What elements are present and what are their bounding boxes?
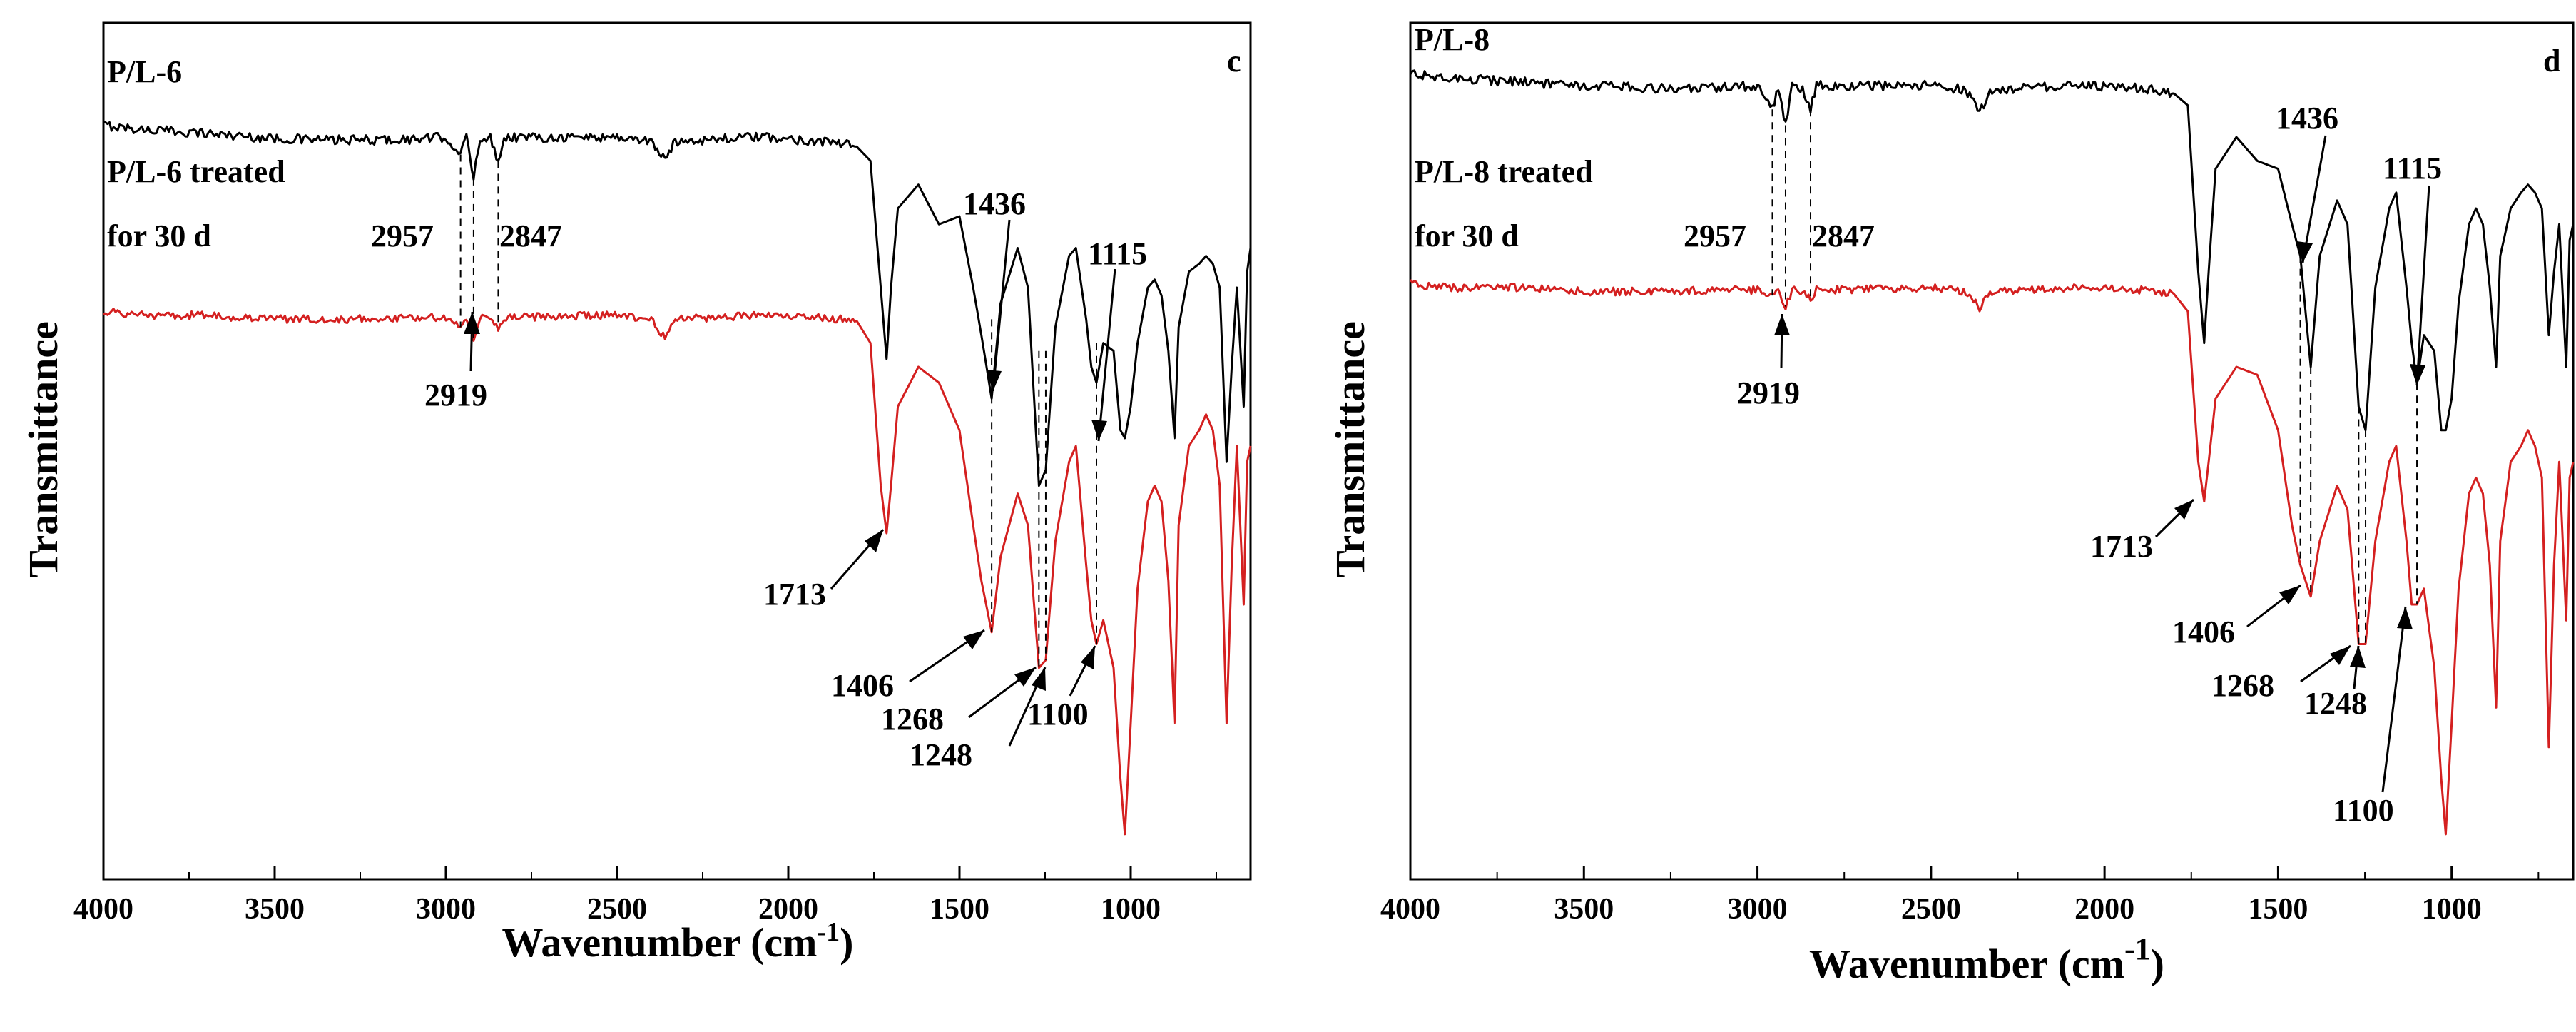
panel-c-ann-2919: 2919 <box>424 378 487 413</box>
panel-c-xtick-label-3000: 3000 <box>416 893 476 926</box>
panel-c-series-treated-line <box>103 308 1252 836</box>
panel-c-arrowhead-1406 <box>963 630 984 649</box>
panel-c-arrowhead-1248 <box>1032 667 1046 691</box>
panel-c-ann-2957: 2957 <box>371 218 434 253</box>
panel-d-ann-2919: 2919 <box>1737 375 1800 410</box>
panel-d-ann-1436: 1436 <box>2276 101 2338 136</box>
panel-c-arrowhead-1268 <box>1014 667 1036 687</box>
panel-c-arrowhead-1713 <box>865 530 883 552</box>
panel-c-xtick-label-1000: 1000 <box>1101 893 1161 926</box>
panel-d-legend-bottom-1: P/L-8 treated <box>1415 154 1593 189</box>
panel-d-ann-1115: 1115 <box>2383 151 2442 186</box>
panel-c: 4000 3500 3000 2500 2000 1500 1000 c P/L-6 P/L… <box>20 21 1252 966</box>
panel-d-arrowhead-1248 <box>2350 646 2366 668</box>
panel-d-legend-bottom-2: for 30 d <box>1415 218 1519 253</box>
panel-c-series-untreated-line <box>103 121 1252 487</box>
panel-c-legend-bottom-2: for 30 d <box>107 218 211 253</box>
panel-d-series-untreated-line <box>1409 69 2575 432</box>
panel-d-arrow-1115 <box>2415 185 2430 386</box>
panel-d-ann-1100: 1100 <box>2333 793 2394 828</box>
panel-c-arrow-1115 <box>1097 268 1116 442</box>
panel-c-arrowhead-1100 <box>1081 646 1095 669</box>
panel-c-arrowhead-2919 <box>464 312 480 334</box>
panel-d-xtick-label-4000: 4000 <box>1380 893 1440 926</box>
panel-c-ann-1436: 1436 <box>963 186 1026 221</box>
panel-d-arrowhead-1268 <box>2330 646 2351 665</box>
panel-d-xtick-label-1500: 1500 <box>2248 893 2308 926</box>
panel-d-series-treated-line <box>1409 279 2575 836</box>
panel-c-xtick-label-1500: 1500 <box>930 893 989 926</box>
panel-d-arrowhead-1713 <box>2174 500 2194 520</box>
panel-d-arrowhead-2919 <box>1774 314 1790 335</box>
panel-c-arrows <box>469 219 1116 747</box>
panel-d-arrowhead-1115 <box>2410 364 2425 385</box>
panel-d-arrow-1436 <box>2301 135 2327 263</box>
panel-d-ann-1268: 1268 <box>2211 668 2274 703</box>
panel-d-ann-1406: 1406 <box>2172 614 2235 649</box>
panel-d-ann-1248: 1248 <box>2304 686 2367 721</box>
panel-c-xtick-label-2000: 2000 <box>758 893 818 926</box>
panel-c-frame <box>102 21 1252 881</box>
panel-d-ann-1713: 1713 <box>2090 529 2153 564</box>
panel-c-xlabel: Wavenumber (cm-1) <box>502 917 854 966</box>
panel-c-xtick-label-3500: 3500 <box>245 893 305 926</box>
panel-d-x-ticks: 4000 3500 3000 2500 2000 1500 1000 <box>1380 866 2540 926</box>
panel-d-legend-top: P/L-8 <box>1415 22 1490 57</box>
panel-c-xtick-label-4000: 4000 <box>73 893 133 926</box>
panel-d-ylabel: Transmittance <box>1327 321 1373 578</box>
panel-c-ann-2847: 2847 <box>499 218 562 253</box>
panel-c-ylabel: Transmittance <box>20 321 66 578</box>
panel-d-xtick-label-3000: 3000 <box>1728 893 1788 926</box>
panel-d-xtick-label-2500: 2500 <box>1901 893 1961 926</box>
panel-d-arrowheads <box>1774 241 2425 668</box>
panel-d-ann-2847: 2847 <box>1812 218 1875 253</box>
panel-c-arrowhead-1436 <box>986 370 1002 391</box>
panel-d-ann-2957: 2957 <box>1684 218 1746 253</box>
panel-d: 4000 3500 3000 2500 2000 1500 1000 d P/L-8 P/L… <box>1327 21 2575 987</box>
panel-c-ann-1100: 1100 <box>1027 697 1089 732</box>
panel-c-ann-1406: 1406 <box>831 668 894 703</box>
panel-c-arrowheads <box>464 312 1107 691</box>
panel-c-ann-1248: 1248 <box>910 737 972 772</box>
panel-d-xtick-label-2000: 2000 <box>2074 893 2134 926</box>
panel-d-xlabel: Wavenumber (cm-1) <box>1809 931 2164 987</box>
panel-d-arrowhead-1436 <box>2297 241 2313 263</box>
panel-d-arrow-1100 <box>2381 606 2407 793</box>
panel-c-ann-1713: 1713 <box>763 577 826 612</box>
panel-d-arrowhead-1100 <box>2397 607 2413 629</box>
panel-c-ann-1268: 1268 <box>881 702 944 737</box>
panel-c-series <box>103 121 1252 836</box>
panel-c-label: c <box>1227 44 1241 79</box>
panel-c-ann-1115: 1115 <box>1088 236 1147 271</box>
panel-d-xtick-label-1000: 1000 <box>2422 893 2482 926</box>
panel-d-frame <box>1409 21 2575 881</box>
panel-c-legend-bottom-1: P/L-6 treated <box>107 154 285 189</box>
panel-d-series <box>1409 69 2575 836</box>
panel-d-guides <box>1771 109 2418 644</box>
panel-c-arrow-1436 <box>992 219 1011 392</box>
panel-c-legend-top: P/L-6 <box>107 54 182 89</box>
panel-c-arrowhead-1115 <box>1091 420 1107 441</box>
panel-d-arrowhead-1406 <box>2279 585 2301 604</box>
panel-c-x-ticks: 4000 3500 3000 2500 2000 1500 1000 <box>73 866 1217 926</box>
panel-c-xtick-label-2500: 2500 <box>587 893 647 926</box>
panel-d-xtick-label-3500: 3500 <box>1554 893 1614 926</box>
panel-d-label: d <box>2543 44 2560 79</box>
